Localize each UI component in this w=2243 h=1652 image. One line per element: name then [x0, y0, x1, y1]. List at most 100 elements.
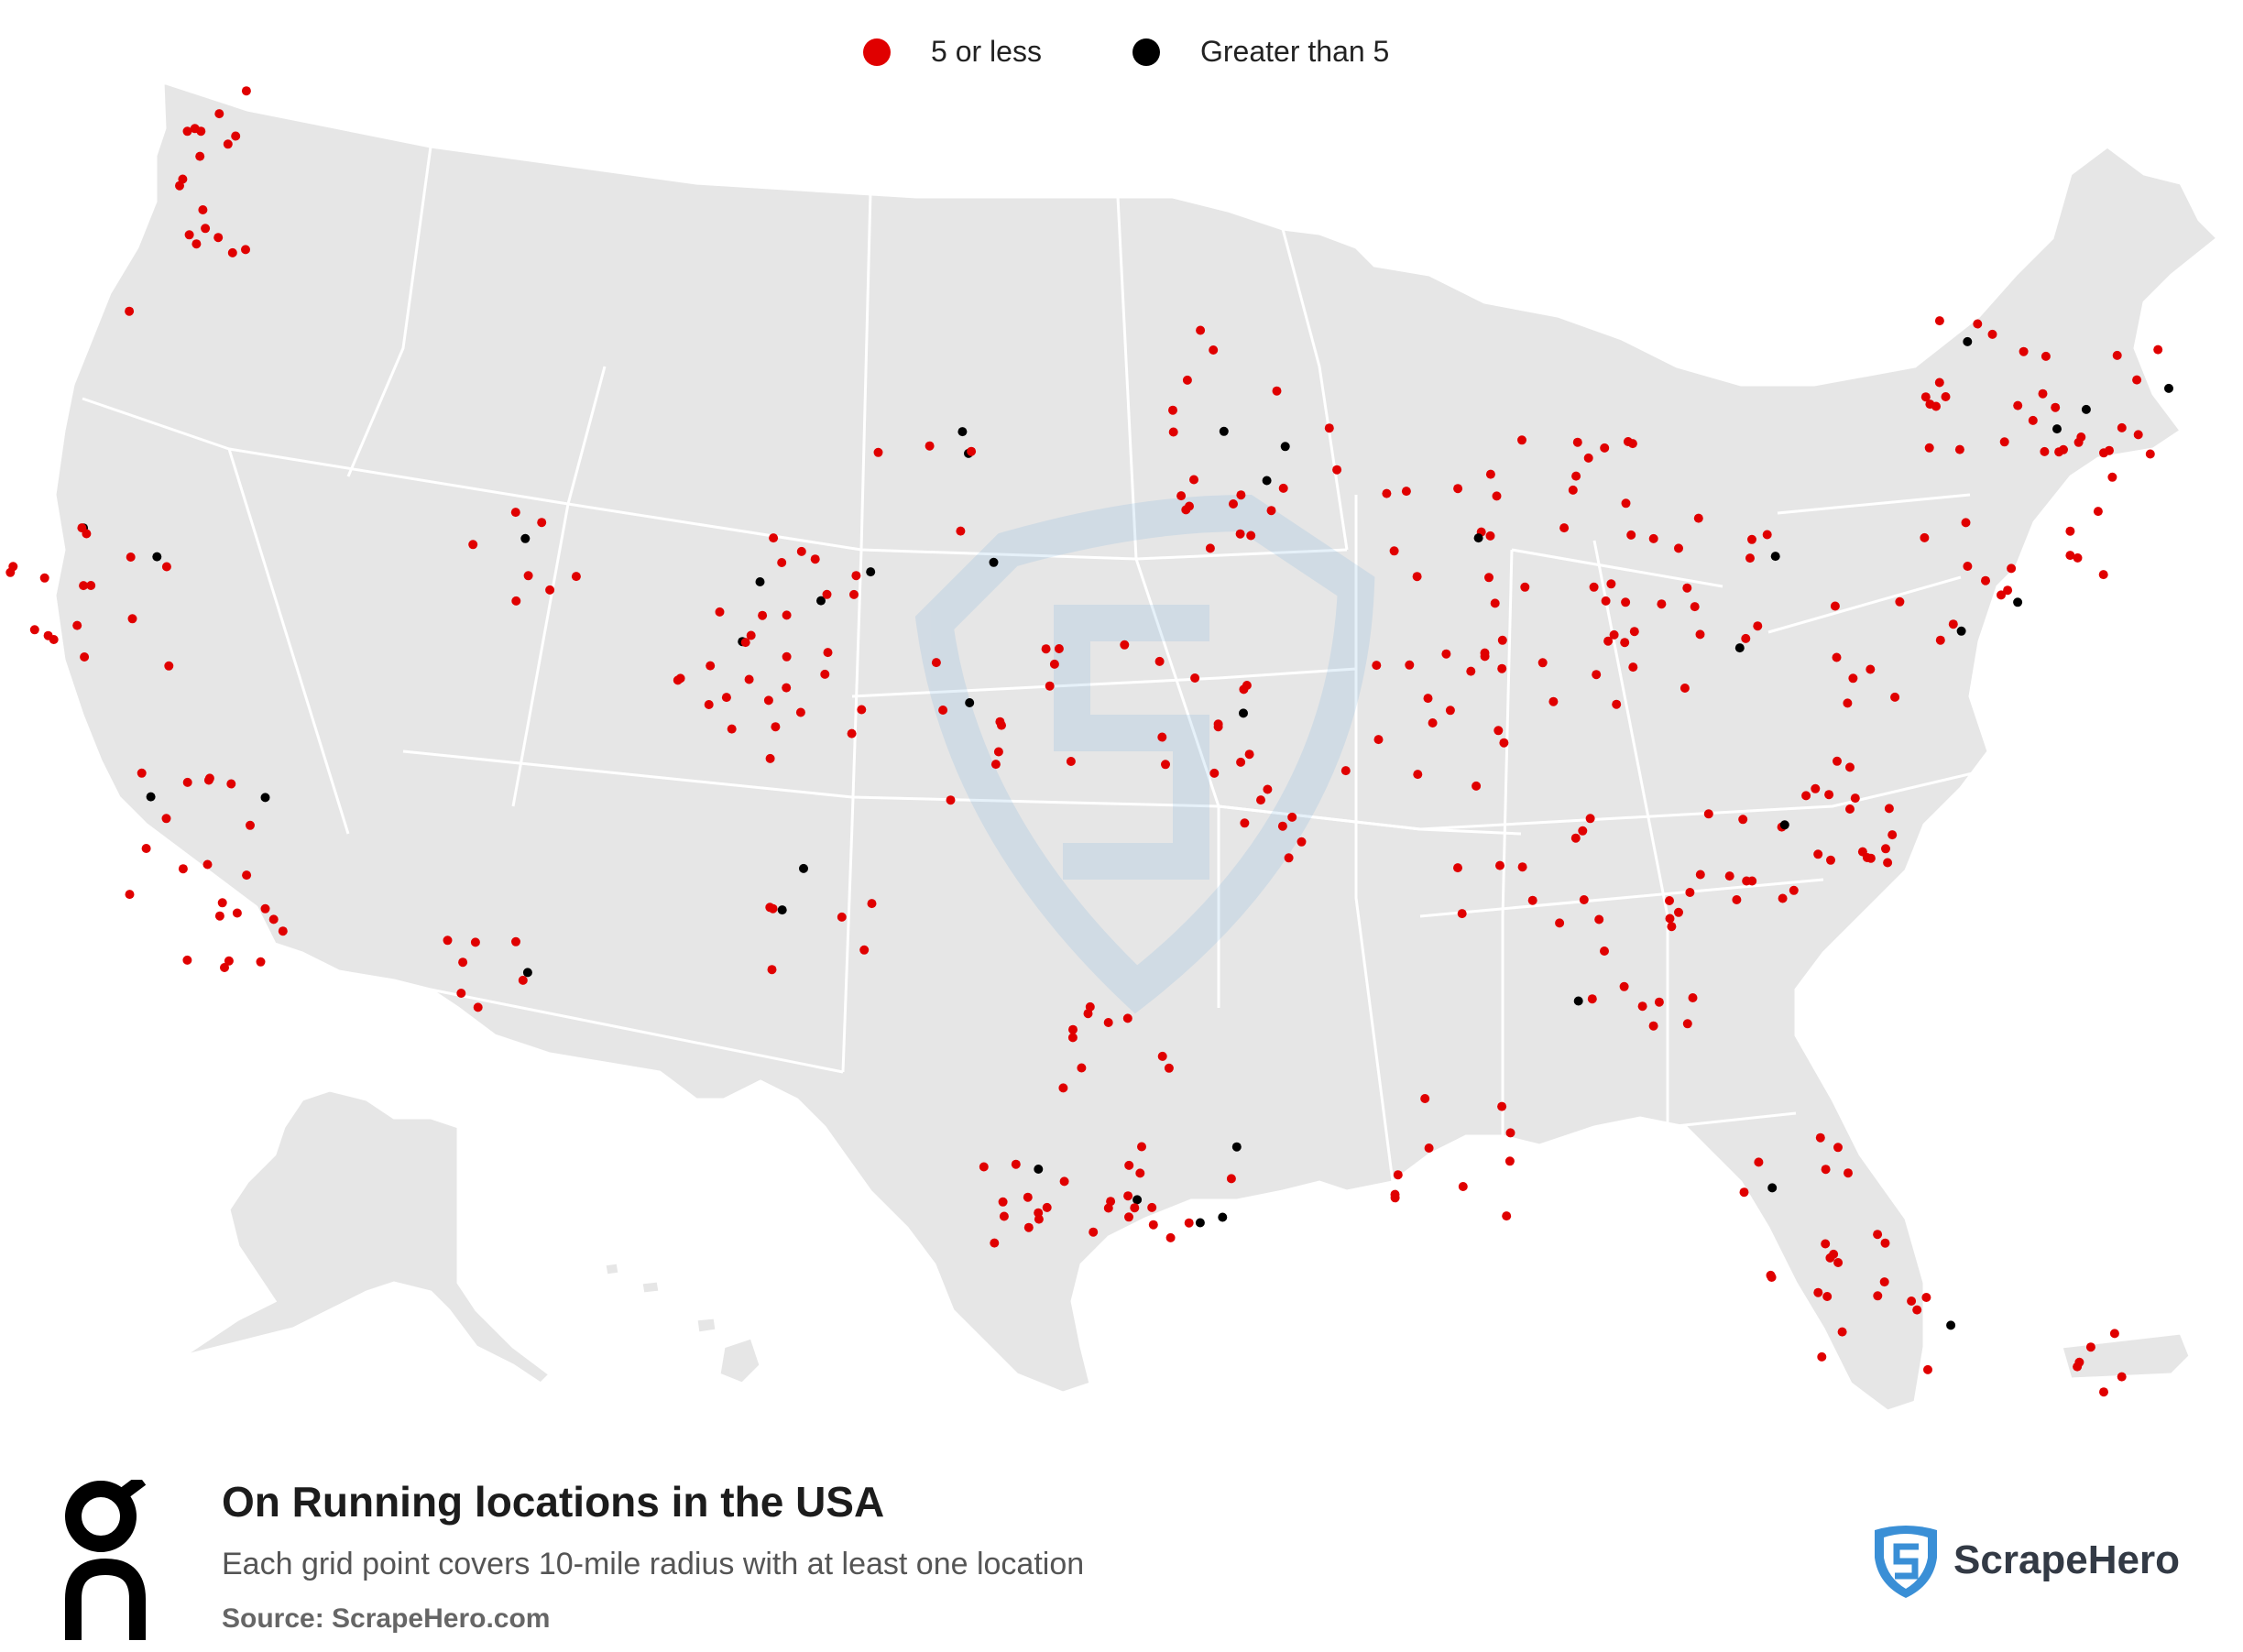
location-dot-small: [782, 683, 792, 693]
location-dot-small: [1920, 392, 1931, 402]
location-dot-small: [2073, 437, 2084, 447]
location-dot-large: [1946, 1320, 1956, 1330]
location-dot-small: [1887, 830, 1898, 840]
location-dot-small: [161, 562, 171, 572]
location-dot-large: [1280, 442, 1290, 452]
location-dot-small: [1041, 644, 1051, 654]
chart-subtitle: Each grid point covers 10-mile radius wi…: [222, 1547, 1085, 1581]
location-dot-small: [141, 844, 151, 853]
location-dot-small: [1272, 386, 1282, 396]
location-dot-large: [2081, 404, 2091, 414]
alaska-shape: [182, 1089, 553, 1385]
location-dot-small: [1999, 437, 2009, 447]
location-dot-small: [1441, 649, 1451, 659]
location-dot-small: [1648, 533, 1658, 543]
location-dot-small: [1997, 590, 2006, 600]
location-dot-small: [1742, 876, 1752, 886]
red-dot-icon: [863, 38, 891, 66]
location-dot-small: [1826, 855, 1835, 865]
contiguous-us-shape: [53, 80, 2220, 1413]
location-dot-small: [1821, 1165, 1831, 1175]
location-dot-small: [2073, 1362, 2083, 1372]
location-dot-small: [1941, 392, 1951, 401]
location-dot-small: [1879, 1277, 1889, 1287]
location-dot-small: [1236, 490, 1246, 500]
location-dot-small: [82, 529, 92, 539]
location-dot-small: [1209, 345, 1219, 355]
location-dot-small: [1600, 443, 1610, 453]
location-dot-small: [2085, 1342, 2095, 1352]
location-dot-small: [1890, 692, 1900, 702]
location-dot-small: [161, 814, 171, 824]
location-dot-large: [989, 557, 999, 567]
location-dot-small: [1147, 1202, 1157, 1212]
location-dot-large: [1218, 1212, 1228, 1222]
location-dot-small: [217, 898, 227, 908]
location-dot-large: [1734, 643, 1745, 653]
location-dot-small: [1606, 579, 1616, 589]
location-dots: [5, 86, 2173, 1397]
location-dot-small: [1665, 896, 1674, 905]
on-logo-icon: [65, 1480, 147, 1640]
location-dot-small: [1866, 664, 1876, 674]
location-dot-small: [1833, 1143, 1843, 1153]
location-dot-large: [777, 905, 787, 915]
location-dot-small: [1045, 681, 1055, 691]
location-dot-small: [1594, 914, 1604, 924]
location-dot-small: [1372, 661, 1382, 671]
location-dot-small: [1559, 523, 1570, 533]
location-dot-large: [2164, 383, 2173, 393]
location-dot-small: [2040, 446, 2050, 456]
location-dot-small: [1833, 756, 1842, 766]
location-dot-small: [1583, 453, 1593, 463]
location-dot-small: [956, 526, 966, 536]
location-dot-small: [1263, 784, 1273, 794]
location-dot-small: [1973, 319, 1983, 329]
location-dot-small: [1484, 573, 1494, 583]
location-dot-small: [2028, 415, 2038, 425]
location-dot-small: [1829, 1249, 1839, 1259]
location-dot-small: [1497, 663, 1507, 673]
location-dot-small: [1401, 487, 1411, 497]
location-dot-small: [715, 607, 725, 617]
location-dot-small: [1226, 1174, 1236, 1184]
location-dot-small: [1620, 638, 1630, 648]
location-dot-small: [998, 1197, 1008, 1207]
location-dot-small: [1778, 893, 1788, 903]
location-dot-small: [182, 126, 192, 137]
location-dot-small: [1703, 809, 1713, 819]
location-dot-small: [571, 572, 581, 582]
location-dot-small: [1236, 757, 1246, 767]
location-dot-small: [1059, 1176, 1069, 1187]
location-dot-small: [1747, 534, 1756, 544]
location-dot-small: [967, 446, 977, 456]
location-dot-small: [1680, 684, 1690, 693]
location-dot-small: [226, 779, 236, 789]
location-dot-small: [1497, 1101, 1507, 1111]
location-dot-large: [1767, 1183, 1778, 1193]
location-dot-small: [822, 589, 832, 599]
location-dot-small: [1688, 993, 1698, 1002]
location-dot-small: [1405, 660, 1415, 670]
location-dot-small: [278, 926, 288, 936]
location-dot-large: [152, 552, 162, 562]
location-dot-small: [1619, 981, 1629, 991]
location-dot-small: [2059, 444, 2068, 454]
location-dot-small: [1811, 783, 1821, 793]
location-dot-small: [1833, 1258, 1844, 1267]
location-dot-small: [1873, 1230, 1883, 1240]
location-dot-small: [1850, 793, 1860, 804]
location-dot-small: [1821, 1239, 1831, 1249]
location-dot-small: [1654, 997, 1664, 1007]
location-dot-small: [1674, 907, 1683, 917]
location-dot-small: [2065, 551, 2075, 561]
location-dot-small: [1822, 1292, 1833, 1301]
location-dot-small: [990, 1238, 1000, 1248]
location-dot-small: [175, 181, 184, 191]
location-dot-small: [127, 614, 137, 624]
location-dot-small: [765, 903, 775, 913]
location-dot-large: [1219, 426, 1229, 436]
location-dot-large: [1195, 1218, 1205, 1228]
location-dot-small: [1011, 1159, 1021, 1169]
location-dot-small: [849, 589, 859, 599]
